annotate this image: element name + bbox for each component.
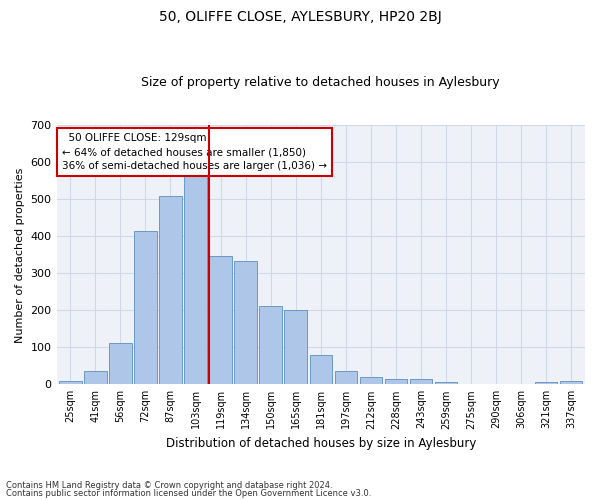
Bar bbox=[310, 354, 332, 384]
Bar bbox=[209, 256, 232, 384]
Bar bbox=[410, 380, 432, 384]
Bar bbox=[134, 231, 157, 384]
Title: Size of property relative to detached houses in Aylesbury: Size of property relative to detached ho… bbox=[142, 76, 500, 90]
Text: 50, OLIFFE CLOSE, AYLESBURY, HP20 2BJ: 50, OLIFFE CLOSE, AYLESBURY, HP20 2BJ bbox=[158, 10, 442, 24]
Bar bbox=[535, 382, 557, 384]
Bar bbox=[284, 310, 307, 384]
Bar bbox=[359, 377, 382, 384]
Bar bbox=[435, 382, 457, 384]
Bar bbox=[184, 170, 207, 384]
X-axis label: Distribution of detached houses by size in Aylesbury: Distribution of detached houses by size … bbox=[166, 437, 476, 450]
Y-axis label: Number of detached properties: Number of detached properties bbox=[15, 167, 25, 342]
Bar bbox=[159, 196, 182, 384]
Text: Contains HM Land Registry data © Crown copyright and database right 2024.: Contains HM Land Registry data © Crown c… bbox=[6, 480, 332, 490]
Bar bbox=[59, 380, 82, 384]
Bar bbox=[385, 380, 407, 384]
Bar bbox=[109, 342, 131, 384]
Bar bbox=[84, 372, 107, 384]
Bar bbox=[259, 306, 282, 384]
Text: 50 OLIFFE CLOSE: 129sqm  
← 64% of detached houses are smaller (1,850)
36% of se: 50 OLIFFE CLOSE: 129sqm ← 64% of detache… bbox=[62, 133, 327, 171]
Bar bbox=[235, 261, 257, 384]
Text: Contains public sector information licensed under the Open Government Licence v3: Contains public sector information licen… bbox=[6, 489, 371, 498]
Bar bbox=[560, 382, 583, 384]
Bar bbox=[335, 370, 357, 384]
